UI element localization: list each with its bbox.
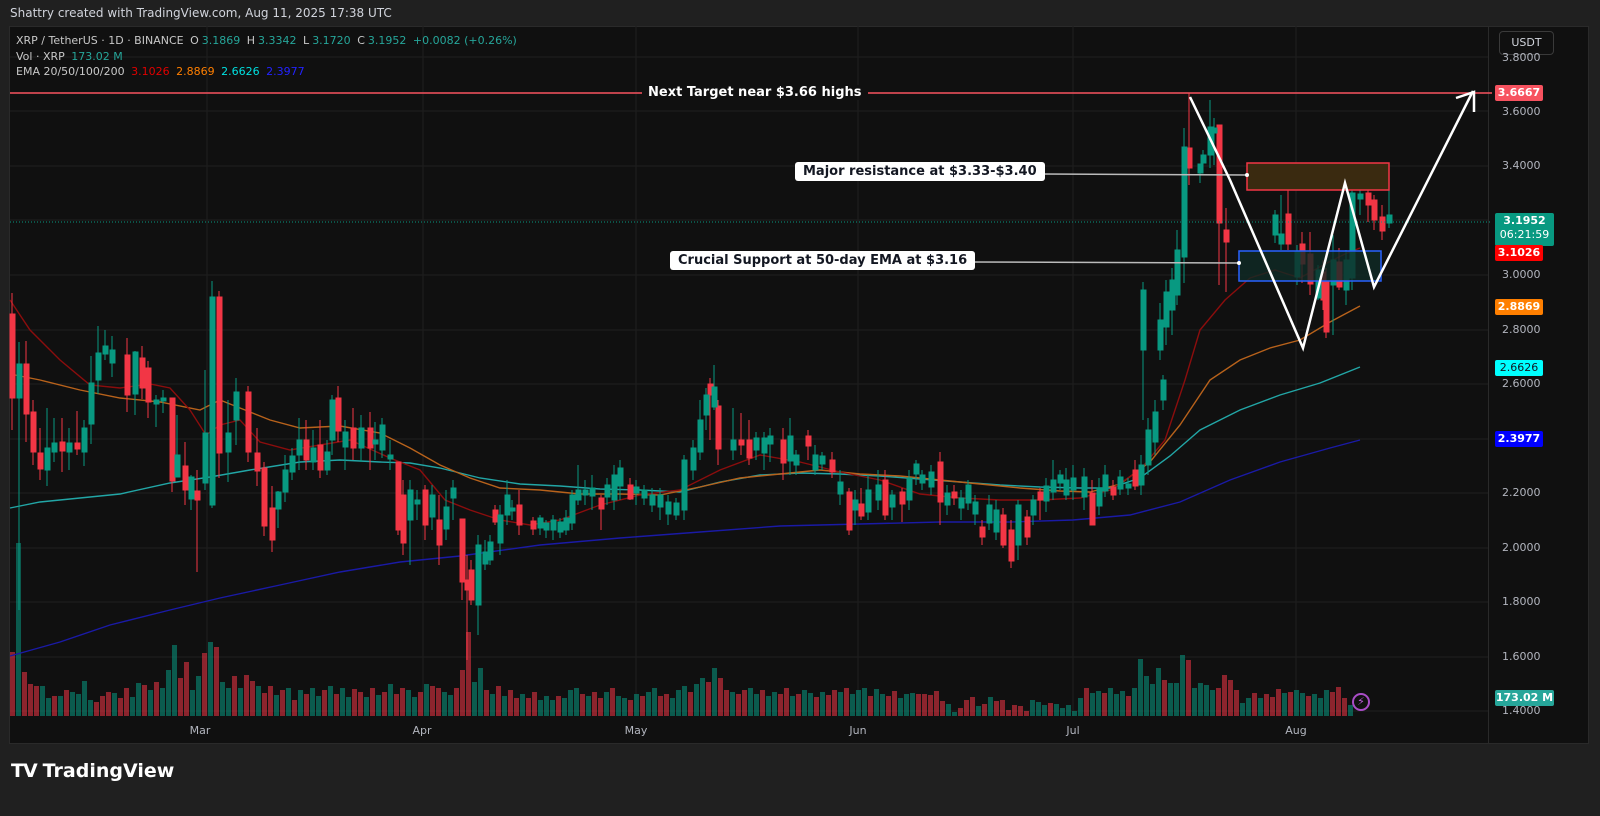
volume-value: 173.02 M bbox=[71, 49, 123, 63]
ema20-value: 3.1026 bbox=[131, 65, 170, 78]
ema50-line bbox=[9, 305, 1361, 496]
chart-credit: Shattry created with TradingView.com, Au… bbox=[10, 6, 392, 20]
ema200-value: 2.3977 bbox=[266, 65, 305, 78]
projection-path bbox=[1188, 90, 1475, 352]
lightning-icon[interactable]: ⚡ bbox=[1352, 693, 1370, 711]
tradingview-logo: TV TradingView bbox=[11, 760, 175, 782]
high-value: 3.3342 bbox=[258, 34, 297, 47]
support-annotation[interactable]: Crucial Support at 50-day EMA at $3.16 bbox=[670, 251, 976, 270]
grid-horizontal bbox=[10, 56, 1488, 712]
tradingview-logo-icon: TV bbox=[11, 760, 38, 782]
volume-row: Vol · XRP 173.02 M bbox=[16, 49, 520, 65]
close-value: 3.1952 bbox=[367, 34, 407, 47]
price-axis-divider bbox=[1488, 26, 1489, 744]
ema100-value: 2.6626 bbox=[221, 65, 260, 78]
ema20-price-label: 3.1026 bbox=[1495, 245, 1543, 261]
currency-button[interactable]: USDT bbox=[1499, 31, 1554, 55]
volume-bars bbox=[10, 543, 1353, 716]
ema-row: EMA 20/50/100/200 3.1026 2.8869 2.6626 2… bbox=[16, 64, 520, 80]
candles bbox=[9, 93, 1393, 660]
volume-price-label: 173.02 M bbox=[1495, 690, 1554, 706]
target-price-label: 3.6667 bbox=[1495, 85, 1543, 101]
symbol-info[interactable]: XRP / TetherUS · 1D · BINANCE bbox=[16, 34, 184, 47]
resistance-zone bbox=[1246, 162, 1390, 191]
target-annotation[interactable]: Next Target near $3.66 highs bbox=[642, 85, 868, 100]
support-zone bbox=[1238, 250, 1382, 282]
change-value: +0.0082 (+0.26%) bbox=[412, 34, 517, 47]
chart-frame[interactable] bbox=[9, 26, 1589, 744]
low-value: 3.1720 bbox=[312, 34, 351, 47]
arrow-head-icon bbox=[1455, 90, 1476, 112]
ema100-price-label: 2.6626 bbox=[1495, 360, 1543, 376]
grid-vertical bbox=[206, 26, 1297, 716]
last-price-label: 3.1952 06:21:59 bbox=[1495, 213, 1554, 246]
ema20-line bbox=[9, 247, 1361, 526]
ema50-value: 2.8869 bbox=[176, 65, 215, 78]
open-value: 3.1869 bbox=[201, 34, 241, 47]
ema200-line bbox=[9, 439, 1361, 657]
ema50-price-label: 2.8869 bbox=[1495, 299, 1543, 315]
resistance-annotation[interactable]: Major resistance at $3.33-$3.40 bbox=[795, 162, 1045, 181]
ema-label[interactable]: EMA 20/50/100/200 bbox=[16, 65, 125, 78]
bar-countdown: 06:21:59 bbox=[1499, 228, 1550, 241]
volume-label[interactable]: Vol · XRP bbox=[16, 49, 65, 63]
ema200-price-label: 2.3977 bbox=[1495, 431, 1543, 447]
